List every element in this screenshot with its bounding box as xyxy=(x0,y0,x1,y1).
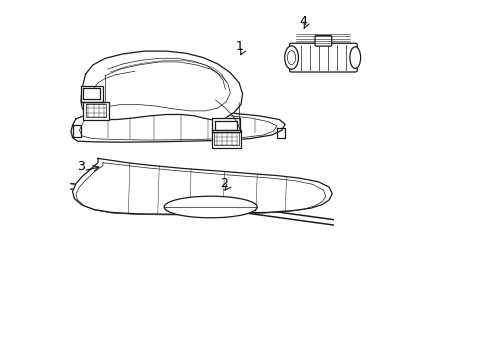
Polygon shape xyxy=(81,86,103,102)
Text: 1: 1 xyxy=(236,40,244,53)
Polygon shape xyxy=(212,118,240,132)
Polygon shape xyxy=(73,158,332,214)
Ellipse shape xyxy=(285,46,298,69)
Text: 3: 3 xyxy=(77,160,85,173)
FancyBboxPatch shape xyxy=(290,43,357,72)
Polygon shape xyxy=(73,125,81,137)
Ellipse shape xyxy=(164,196,257,218)
Text: 4: 4 xyxy=(299,15,307,28)
Ellipse shape xyxy=(288,51,295,65)
Polygon shape xyxy=(212,130,241,148)
Polygon shape xyxy=(215,121,237,130)
Polygon shape xyxy=(71,112,285,142)
Polygon shape xyxy=(83,102,109,120)
Polygon shape xyxy=(81,51,243,121)
Polygon shape xyxy=(214,132,239,145)
Polygon shape xyxy=(277,128,285,138)
Polygon shape xyxy=(83,88,100,99)
Text: 2: 2 xyxy=(220,177,228,190)
FancyBboxPatch shape xyxy=(315,36,332,46)
Ellipse shape xyxy=(350,47,361,68)
Polygon shape xyxy=(86,104,106,117)
